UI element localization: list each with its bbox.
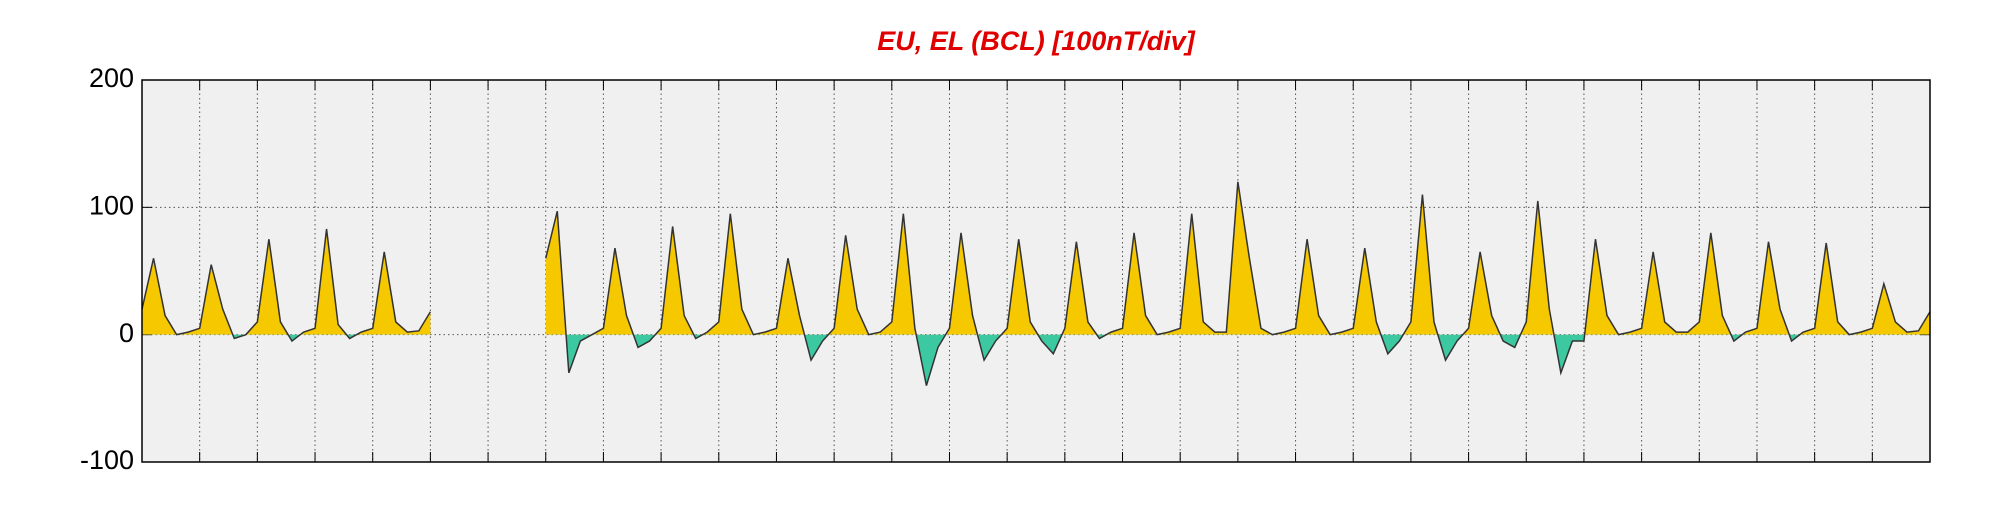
plot-background <box>142 80 1930 462</box>
chart-title: EU, EL (BCL) [100nT/div] <box>877 26 1196 56</box>
positive-area <box>142 228 431 335</box>
line <box>545 181 1931 386</box>
plot-frame <box>141 79 1931 463</box>
y-tick-label: 100 <box>89 190 134 220</box>
y-tick-label: 0 <box>119 318 134 348</box>
line <box>141 228 432 343</box>
y-tick-label: -100 <box>80 445 134 475</box>
y-tick-label: 200 <box>89 63 134 93</box>
positive-area <box>545 181 1930 335</box>
